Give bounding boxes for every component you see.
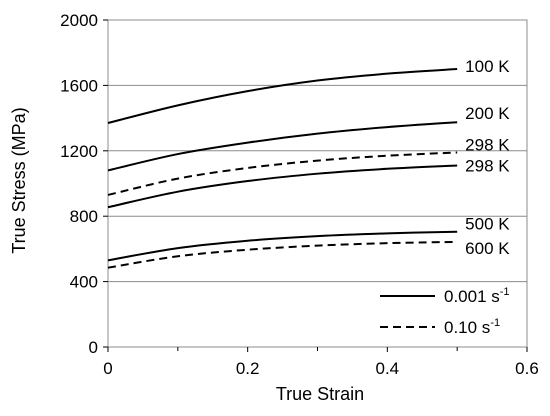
legend-superscript: -1 xyxy=(490,317,500,329)
series-label: 100 K xyxy=(465,57,510,76)
y-tick-label: 800 xyxy=(70,207,98,226)
series-label: 298 K xyxy=(465,157,510,176)
series-line-2 xyxy=(107,151,458,196)
legend-superscript: -1 xyxy=(500,286,510,298)
series-line-5 xyxy=(107,240,458,269)
series-line-0 xyxy=(107,68,458,124)
series-label: 500 K xyxy=(465,215,510,234)
series-line-3 xyxy=(107,164,458,209)
series-line-1 xyxy=(107,121,458,172)
legend-label: 0.10 s-1 xyxy=(444,317,500,337)
x-tick-label: 0.4 xyxy=(376,359,400,378)
y-tick-label: 400 xyxy=(70,273,98,292)
series-label: 600 K xyxy=(465,239,510,258)
y-tick-label: 2000 xyxy=(60,11,98,30)
x-tick-label: 0 xyxy=(103,359,112,378)
series-line-4 xyxy=(107,230,458,262)
series-label: 298 K xyxy=(465,135,510,154)
y-axis-title: True Stress (MPa) xyxy=(9,107,29,253)
legend-label: 0.001 s-1 xyxy=(444,286,510,306)
y-tick-label: 1200 xyxy=(60,142,98,161)
series-label: 200 K xyxy=(465,104,510,123)
y-tick-label: 1600 xyxy=(60,76,98,95)
x-axis-title: True Strain xyxy=(276,384,364,404)
y-tick-label: 0 xyxy=(89,338,98,357)
x-tick-label: 0.6 xyxy=(515,359,539,378)
x-tick-label: 0.2 xyxy=(236,359,260,378)
